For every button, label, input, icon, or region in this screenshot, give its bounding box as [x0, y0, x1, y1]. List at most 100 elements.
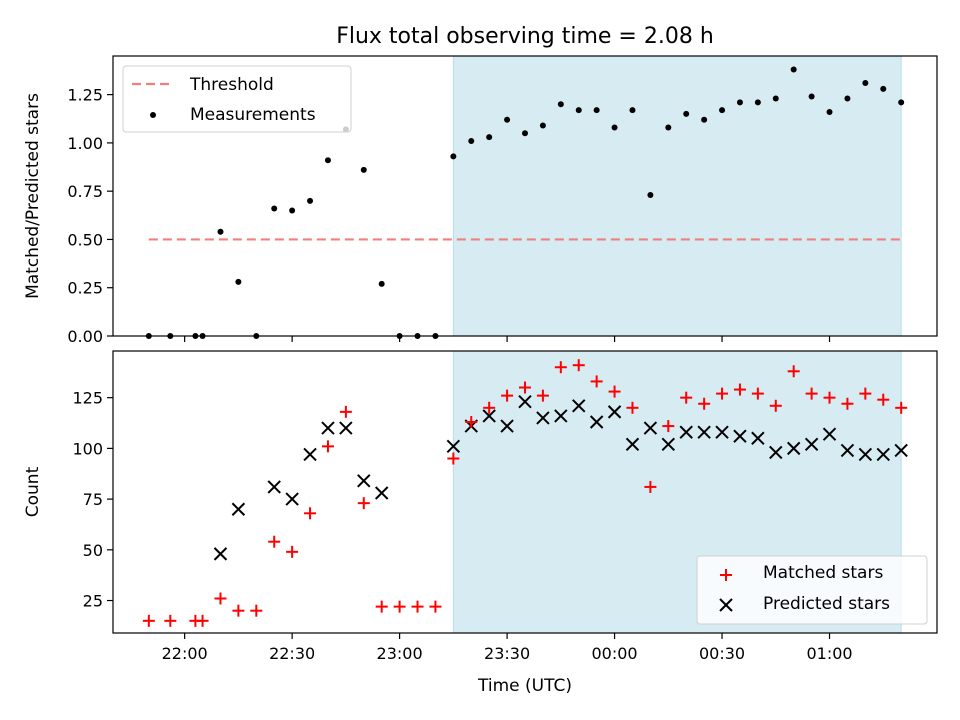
matched-star-point — [787, 365, 800, 378]
measurement-point — [271, 205, 278, 212]
measurement-point — [754, 99, 761, 106]
measurement-point — [611, 124, 618, 131]
count-panel: 25 50 75 100 125 22:00 22:30 23:00 23:30 00:00 00… — [23, 350, 938, 696]
ratio-legend: Threshold Measurements — [122, 65, 352, 133]
measurement-point — [468, 137, 475, 144]
matched-star-point — [411, 600, 424, 613]
matched-star-point — [805, 387, 818, 400]
measurement-point — [898, 99, 905, 106]
measurement-point — [450, 153, 457, 160]
matched-star-point — [841, 397, 854, 410]
matched-star-point — [214, 592, 227, 605]
predicted-star-point — [697, 425, 711, 439]
matched-star-point — [375, 600, 388, 613]
count-legend-box — [696, 555, 928, 625]
predicted-star-point — [446, 439, 461, 454]
measurement-point — [360, 166, 367, 173]
predicted-star-point — [572, 399, 586, 413]
predicted-star-point — [213, 547, 228, 561]
measurement-point — [307, 197, 314, 204]
measurement-point — [522, 130, 528, 137]
measurement-point — [790, 66, 797, 73]
matched-star-point — [733, 383, 746, 396]
matched-star-point — [608, 385, 621, 398]
measurement-point — [557, 101, 564, 108]
matched-star-point — [447, 452, 460, 465]
measurement-point — [880, 85, 887, 92]
predicted-swatch-mark — [719, 598, 733, 612]
predicted-star-point — [786, 441, 801, 456]
matched-star-point — [304, 507, 317, 520]
matched-star-point — [321, 440, 334, 453]
legend-matched-label: Matched stars — [763, 563, 883, 583]
predicted-star-point — [661, 437, 676, 452]
predicted-star-point — [643, 421, 658, 435]
observing-window-shade — [452, 55, 902, 337]
measurement-point — [808, 93, 815, 100]
legend-measurements-label: Measurements — [190, 105, 316, 125]
measurement-point — [683, 110, 690, 117]
x-tick-label: 23:30 — [484, 644, 530, 663]
matched-star-point — [859, 387, 872, 400]
measurement-point — [289, 207, 296, 214]
matched-star-point — [626, 401, 639, 414]
y-tick-label: 0.50 — [67, 230, 103, 249]
matched-star-point — [164, 614, 177, 627]
matched-star-point — [339, 405, 352, 418]
measurement-point — [324, 157, 331, 164]
ratio-legend-box — [122, 65, 352, 133]
predicted-star-point — [715, 425, 729, 439]
measurement-point — [862, 80, 869, 87]
matched-star-point — [698, 397, 711, 410]
matched-star-point — [357, 497, 370, 510]
predicted-star-point — [554, 409, 568, 423]
matched-star-point — [536, 389, 549, 402]
measurement-point — [736, 99, 743, 106]
y-tick-label: 25 — [83, 592, 103, 611]
measurement-point — [593, 107, 600, 114]
predicted-star-point — [607, 405, 622, 419]
predicted-star-point — [518, 395, 532, 409]
y-tick-label: 75 — [83, 490, 103, 509]
predicted-star-point — [679, 425, 693, 439]
matched-star-point — [823, 391, 836, 404]
x-tick-label: 22:00 — [162, 644, 208, 663]
ratio-panel-frame — [112, 55, 938, 337]
predicted-star-point — [500, 419, 514, 433]
count-y-axis-label: Count — [23, 466, 43, 517]
predicted-star-point — [339, 421, 353, 435]
x-axis-label: Time (UTC) — [477, 676, 572, 696]
matched-star-point — [769, 399, 782, 412]
x-tick-label: 22:30 — [269, 644, 315, 663]
measurement-point — [647, 192, 654, 199]
matched-star-point — [501, 389, 514, 402]
matched-star-point — [519, 381, 531, 394]
predicted-star-point — [482, 409, 496, 423]
x-tick-label: 23:00 — [377, 644, 423, 663]
matched-star-point — [286, 545, 299, 558]
matched-star-point — [590, 375, 603, 388]
legend-predicted-label: Predicted stars — [763, 594, 890, 614]
predicted-star-point — [769, 445, 783, 460]
matched-star-point — [196, 614, 209, 627]
y-tick-label: 50 — [83, 541, 103, 560]
predicted-star-point — [894, 443, 908, 458]
matched-star-point — [232, 604, 245, 617]
predicted-star-point — [822, 427, 837, 441]
matched-swatch-mark — [720, 569, 732, 581]
predicted-star-point — [357, 474, 371, 488]
matched-star-point — [554, 361, 567, 374]
predicted-star-point — [374, 486, 389, 500]
y-tick-label: 0.75 — [67, 182, 103, 201]
matched-star-point — [483, 401, 496, 414]
predicted-star-point — [589, 415, 604, 429]
matched-star-point — [751, 387, 764, 400]
x-tick-label: 01:00 — [806, 644, 852, 663]
y-tick-label: 0.00 — [67, 327, 103, 346]
matched-star-point — [250, 604, 263, 617]
matched-star-point — [142, 614, 155, 627]
legend-measurements-swatch — [150, 112, 156, 118]
predicted-star-point — [231, 502, 246, 516]
measurement-point — [217, 228, 224, 235]
